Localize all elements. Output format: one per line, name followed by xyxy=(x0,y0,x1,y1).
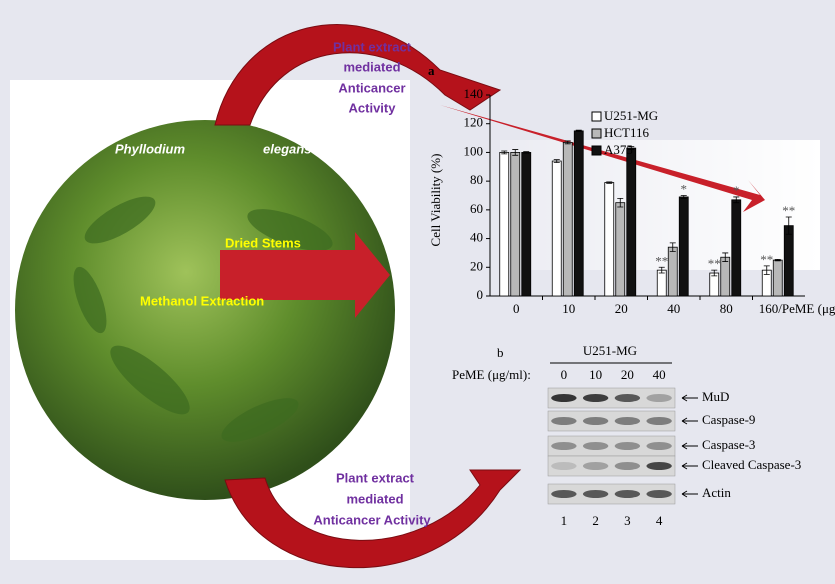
y-tick-label: 0 xyxy=(477,287,484,302)
band xyxy=(646,442,671,450)
band xyxy=(583,442,608,450)
significance: ** xyxy=(655,253,668,268)
band xyxy=(646,394,671,402)
x-tick-label: 0 xyxy=(513,301,520,316)
y-tick-label: 60 xyxy=(470,201,483,216)
significance: ** xyxy=(708,256,721,271)
band xyxy=(551,490,576,498)
protein-label: MuD xyxy=(702,389,729,404)
bar xyxy=(732,200,741,296)
legend-label: U251-MG xyxy=(604,108,658,123)
arrow-text: mediated xyxy=(343,59,400,74)
bar xyxy=(605,183,614,296)
band xyxy=(551,417,576,425)
panel-letter: b xyxy=(497,345,504,360)
lane-number: 2 xyxy=(592,513,599,528)
protein-label: Actin xyxy=(702,485,731,500)
bar xyxy=(563,142,572,296)
bar xyxy=(657,270,666,296)
bar xyxy=(710,273,719,296)
bar xyxy=(500,152,509,296)
band xyxy=(583,394,608,402)
bar xyxy=(679,197,688,296)
x-tick-label: 160/PeME (μg/ml) xyxy=(759,301,835,316)
bar xyxy=(721,257,730,296)
arrow-text: Anticancer Activity xyxy=(313,512,431,527)
y-tick-label: 120 xyxy=(464,115,484,130)
band xyxy=(646,490,671,498)
arrow-text: Anticancer xyxy=(338,80,405,95)
y-tick-label: 40 xyxy=(470,230,483,245)
arrow-text: Activity xyxy=(349,100,397,115)
legend-swatch xyxy=(592,146,601,155)
arrow-text: Plant extract xyxy=(333,39,412,54)
band xyxy=(615,490,640,498)
x-tick-label: 40 xyxy=(667,301,680,316)
x-tick-label: 20 xyxy=(615,301,628,316)
band xyxy=(615,462,640,470)
y-tick-label: 20 xyxy=(470,258,483,273)
species: elegans xyxy=(263,141,311,156)
bar xyxy=(616,203,625,296)
band xyxy=(583,417,608,425)
protein-label: Caspase-9 xyxy=(702,412,755,427)
graphical-abstract: Plant extract mediated Anticancer Activi… xyxy=(0,0,835,584)
band xyxy=(615,417,640,425)
legend-swatch xyxy=(592,129,601,138)
highlight xyxy=(500,140,820,270)
bar xyxy=(574,131,583,296)
x-tick-label: 10 xyxy=(562,301,575,316)
lane-number: 1 xyxy=(561,513,568,528)
dose: 40 xyxy=(653,367,666,382)
lane-number: 4 xyxy=(656,513,663,528)
band xyxy=(646,462,671,470)
significance: * xyxy=(681,181,688,196)
step: Methanol Extraction xyxy=(140,293,264,308)
band xyxy=(583,490,608,498)
bar xyxy=(627,148,636,296)
bar xyxy=(784,226,793,296)
arrow-text: mediated xyxy=(346,491,403,506)
band xyxy=(646,417,671,425)
band xyxy=(583,462,608,470)
lane-number: 3 xyxy=(624,513,631,528)
band xyxy=(551,442,576,450)
cell-line: U251-MG xyxy=(583,343,637,358)
species: Phyllodium xyxy=(115,141,186,156)
plant-photo xyxy=(15,120,395,500)
legend-swatch xyxy=(592,112,601,121)
legend-label: A375 xyxy=(604,142,633,157)
arrow-text: Plant extract xyxy=(336,470,415,485)
dose: 10 xyxy=(589,367,602,382)
y-tick-label: 140 xyxy=(464,86,484,101)
y-tick-label: 100 xyxy=(464,143,484,158)
y-axis-label: Cell Viability (%) xyxy=(428,154,443,247)
band xyxy=(615,394,640,402)
significance: ** xyxy=(782,203,795,218)
bar xyxy=(552,161,561,296)
dose: 20 xyxy=(621,367,634,382)
x-tick-label: 80 xyxy=(720,301,733,316)
band xyxy=(551,394,576,402)
bar xyxy=(773,260,782,296)
protein-label: Caspase-3 xyxy=(702,437,755,452)
panel-letter: a xyxy=(428,63,435,78)
step: Dried Stems xyxy=(225,235,301,250)
band xyxy=(615,442,640,450)
y-tick-label: 80 xyxy=(470,172,483,187)
dose-label: PeME (μg/ml): xyxy=(452,367,531,382)
bar xyxy=(511,152,520,296)
protein-label: Cleaved Caspase-3 xyxy=(702,457,801,472)
bar xyxy=(668,247,677,296)
legend-label: HCT116 xyxy=(604,125,650,140)
significance: ** xyxy=(760,252,773,267)
bar xyxy=(522,152,531,296)
significance: * xyxy=(733,183,740,198)
band xyxy=(551,462,576,470)
dose: 0 xyxy=(561,367,568,382)
